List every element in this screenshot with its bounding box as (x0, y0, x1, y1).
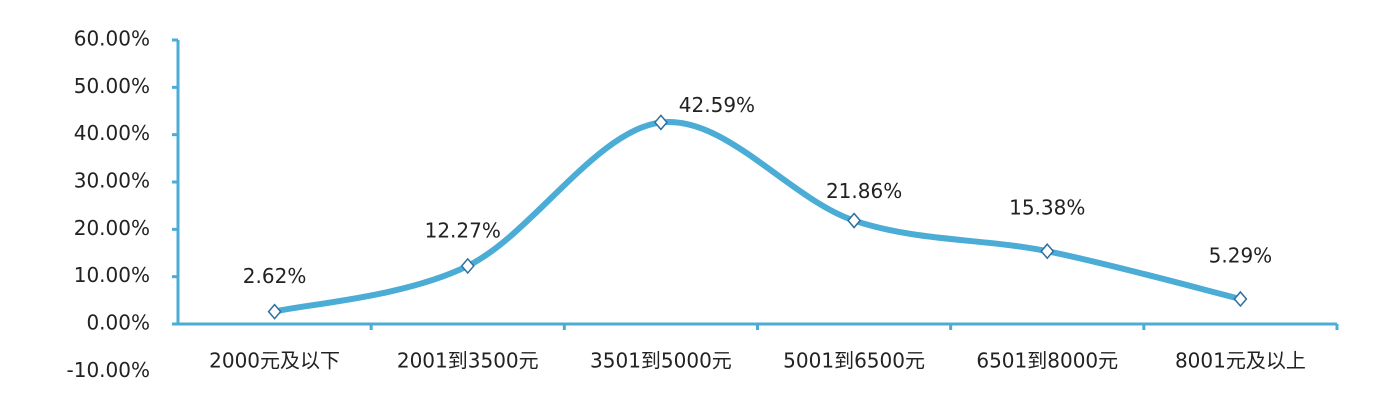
y-tick-label: 60.00% (74, 27, 150, 51)
data-label: 12.27% (425, 218, 501, 242)
y-tick-label: 50.00% (74, 74, 150, 98)
x-tick-label: 6501到8000元 (976, 349, 1118, 373)
x-tick-label: 5001到6500元 (783, 349, 925, 373)
y-tick-label: 30.00% (74, 169, 150, 193)
y-tick-label: 20.00% (74, 216, 150, 240)
marker (1040, 243, 1055, 260)
data-label: 42.59% (679, 93, 755, 117)
y-tick-label: 0.00% (86, 311, 150, 335)
marker (653, 114, 668, 131)
marker (1233, 290, 1248, 308)
data-label: 2.62% (243, 264, 307, 288)
y-tick-label: 10.00% (74, 263, 150, 287)
x-tick-label: 3501到5000元 (590, 349, 732, 373)
marker (847, 212, 862, 229)
y-tick-label: 40.00% (74, 121, 150, 145)
data-label: 5.29% (1209, 243, 1273, 267)
marker (267, 303, 282, 320)
x-tick-label: 2000元及以下 (209, 349, 340, 373)
line (271, 119, 1244, 315)
y-tick-label: -10.00% (67, 358, 150, 382)
data-label: 21.86% (826, 179, 902, 203)
data-label: 15.38% (1009, 196, 1085, 220)
x-tick-label: 2001到3500元 (397, 349, 539, 373)
x-tick-label: 8001元及以上 (1175, 349, 1306, 373)
marker (460, 257, 475, 275)
